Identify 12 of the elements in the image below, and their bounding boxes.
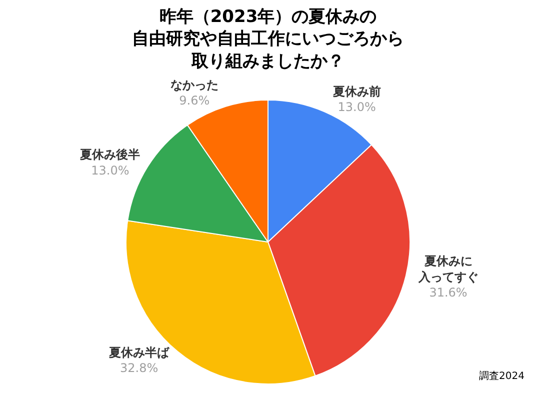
data-label: 9.6% <box>179 94 210 108</box>
slice-label: 夏休み前 <box>332 84 381 98</box>
slice-label: 夏休み後半 <box>79 148 140 162</box>
text: 調査2024 <box>479 370 524 382</box>
slice-label: 夏休み半ば <box>108 345 170 360</box>
slice-label: なかった <box>170 78 218 92</box>
data-label: 13.0% <box>91 163 130 178</box>
chart-title: 昨年（2023年）の夏休みの自由研究や自由工作にいつごろから取り組みましたか？ <box>132 7 404 72</box>
data-label: 32.8% <box>120 361 158 375</box>
slice-label: 夏休みに入ってすぐ <box>417 254 478 284</box>
data-label: 31.6% <box>429 285 468 300</box>
data-label: 13.0% <box>338 100 376 114</box>
